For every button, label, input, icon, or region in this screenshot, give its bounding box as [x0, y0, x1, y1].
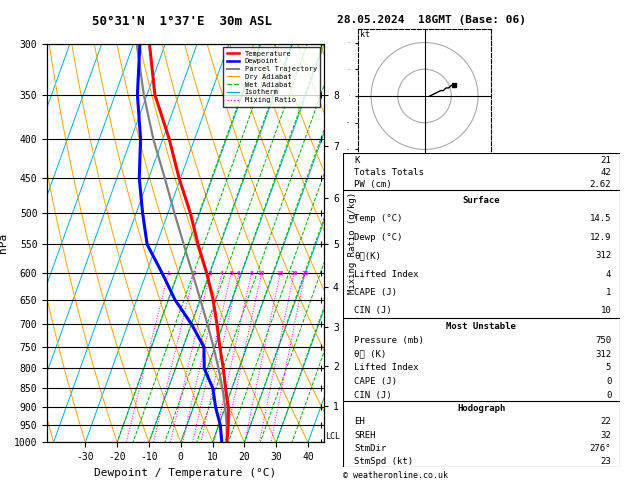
Text: 2: 2 [192, 271, 196, 276]
Text: PW (cm): PW (cm) [354, 180, 391, 189]
Text: 312: 312 [595, 349, 611, 359]
Text: CIN (J): CIN (J) [354, 307, 391, 315]
Text: 1: 1 [167, 271, 170, 276]
Text: Temp (°C): Temp (°C) [354, 214, 403, 224]
Text: 20: 20 [290, 271, 298, 276]
Text: 12.9: 12.9 [590, 233, 611, 242]
Text: Lifted Index: Lifted Index [354, 364, 418, 372]
Text: 312: 312 [595, 251, 611, 260]
Text: 10: 10 [601, 307, 611, 315]
Text: θᴇ(K): θᴇ(K) [354, 251, 381, 260]
Text: Mixing Ratio (g/kg): Mixing Ratio (g/kg) [348, 192, 357, 294]
Text: 42: 42 [601, 168, 611, 177]
Text: 1: 1 [606, 288, 611, 297]
Text: kt: kt [360, 30, 370, 39]
Text: EH: EH [354, 417, 365, 426]
Text: 0: 0 [606, 377, 611, 386]
Text: 750: 750 [595, 336, 611, 345]
Text: SREH: SREH [354, 431, 376, 439]
Legend: Temperature, Dewpoint, Parcel Trajectory, Dry Adiabat, Wet Adiabat, Isotherm, Mi: Temperature, Dewpoint, Parcel Trajectory… [223, 47, 320, 106]
Text: Hodograph: Hodograph [457, 404, 505, 413]
Text: θᴇ (K): θᴇ (K) [354, 349, 386, 359]
Text: Totals Totals: Totals Totals [354, 168, 424, 177]
FancyBboxPatch shape [343, 318, 620, 401]
Text: 6: 6 [237, 271, 241, 276]
X-axis label: Dewpoint / Temperature (°C): Dewpoint / Temperature (°C) [94, 468, 277, 478]
Text: CAPE (J): CAPE (J) [354, 288, 397, 297]
Text: 4: 4 [606, 270, 611, 278]
Text: 276°: 276° [590, 444, 611, 452]
Text: 5: 5 [229, 271, 233, 276]
Text: 2.62: 2.62 [590, 180, 611, 189]
Text: © weatheronline.co.uk: © weatheronline.co.uk [343, 471, 448, 480]
Text: CAPE (J): CAPE (J) [354, 377, 397, 386]
Text: 23: 23 [601, 457, 611, 466]
Text: 28.05.2024  18GMT (Base: 06): 28.05.2024 18GMT (Base: 06) [337, 16, 525, 25]
Text: Surface: Surface [462, 196, 500, 205]
FancyBboxPatch shape [343, 190, 620, 318]
Text: Lifted Index: Lifted Index [354, 270, 418, 278]
Text: 5: 5 [606, 364, 611, 372]
Text: LCL: LCL [326, 432, 340, 441]
Y-axis label: km
ASL: km ASL [347, 224, 364, 243]
Y-axis label: hPa: hPa [0, 233, 8, 253]
Text: 10: 10 [258, 271, 265, 276]
Text: CIN (J): CIN (J) [354, 391, 391, 400]
Text: Pressure (mb): Pressure (mb) [354, 336, 424, 345]
Text: 4: 4 [220, 271, 224, 276]
Text: 8: 8 [250, 271, 253, 276]
Text: K: K [354, 156, 359, 165]
Text: 15: 15 [277, 271, 284, 276]
Text: 50°31'N  1°37'E  30m ASL: 50°31'N 1°37'E 30m ASL [92, 16, 272, 28]
Text: StmDir: StmDir [354, 444, 386, 452]
Text: 21: 21 [601, 156, 611, 165]
Text: 25: 25 [301, 271, 309, 276]
Text: 3: 3 [208, 271, 212, 276]
Text: Dewp (°C): Dewp (°C) [354, 233, 403, 242]
Text: 32: 32 [601, 431, 611, 439]
FancyBboxPatch shape [343, 401, 620, 467]
Text: StmSpd (kt): StmSpd (kt) [354, 457, 413, 466]
Text: 14.5: 14.5 [590, 214, 611, 224]
Text: 0: 0 [606, 391, 611, 400]
FancyBboxPatch shape [343, 153, 620, 190]
Text: Most Unstable: Most Unstable [446, 322, 516, 331]
Text: 22: 22 [601, 417, 611, 426]
